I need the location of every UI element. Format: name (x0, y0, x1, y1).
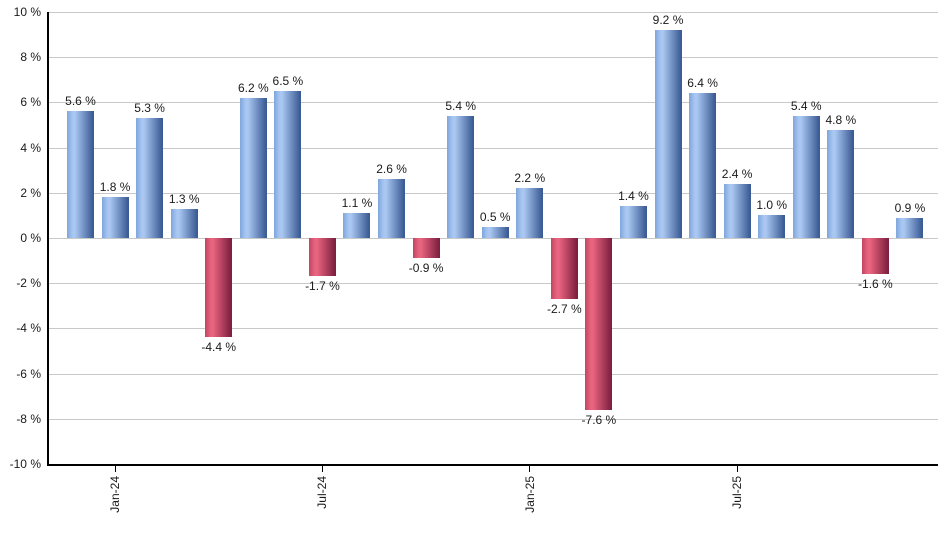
bar-value-label: 5.3 % (134, 101, 165, 116)
y-axis-tick-label: -10 % (9, 457, 41, 471)
bar-value-label: 2.4 % (721, 166, 753, 181)
bar-positive (447, 115, 475, 238)
y-axis-tick-label: 2 % (20, 185, 41, 200)
gridline (49, 57, 938, 59)
y-axis-tick-label: -2 % (16, 276, 41, 291)
bar-positive (170, 208, 198, 238)
bar-positive (343, 213, 371, 238)
bar-positive (378, 179, 406, 238)
y-axis-tick-label: 8 % (20, 50, 41, 65)
x-axis-tick-label: Jan-25 (522, 476, 537, 513)
bar-value-label: 5.6 % (65, 94, 96, 109)
bar-positive (689, 93, 717, 238)
gridline (49, 147, 938, 149)
y-axis-line (47, 12, 49, 466)
y-axis-tick-label: -8 % (16, 411, 41, 426)
bar-negative (412, 238, 440, 259)
bar-value-label: -7.6 % (581, 412, 617, 427)
x-axis-tick (736, 466, 738, 472)
bar-value-label: 0.9 % (894, 200, 926, 215)
bar-value-label: 2.6 % (376, 162, 407, 177)
x-axis-tick-label: Jul-24 (315, 476, 330, 509)
bar-positive (136, 118, 164, 238)
bar-positive (101, 197, 129, 238)
gridline (49, 238, 938, 239)
bar-value-label: 9.2 % (652, 13, 684, 28)
y-axis-tick-label: -4 % (16, 321, 41, 336)
bar-positive (239, 97, 267, 238)
bar-positive (67, 111, 94, 238)
y-axis-tick-label: 10 % (13, 5, 41, 19)
bar-value-label: -1.6 % (858, 277, 893, 292)
gridline (49, 283, 938, 285)
bar-value-label: -0.9 % (408, 261, 444, 276)
gridline (49, 418, 938, 420)
bar-negative (861, 238, 889, 275)
bar-value-label: -2.7 % (546, 302, 582, 317)
bar-positive (481, 226, 509, 238)
gridline (49, 328, 938, 330)
bar-positive (274, 91, 302, 238)
bar-value-label: 2.2 % (514, 171, 546, 186)
bar-negative (550, 238, 578, 300)
gridline (49, 192, 938, 194)
bar-positive (896, 217, 924, 238)
bar-value-label: 4.8 % (825, 112, 857, 127)
plot-area (49, 12, 938, 464)
x-axis-tick (114, 466, 116, 472)
x-axis-line (49, 464, 938, 466)
bar-positive (792, 115, 820, 238)
bar-value-label: 0.5 % (479, 209, 511, 224)
y-axis-tick-label: 0 % (20, 231, 41, 245)
bar-positive (827, 129, 855, 238)
bar-value-label: 1.0 % (756, 198, 788, 213)
bar-positive (758, 215, 786, 238)
bar-value-label: 5.4 % (445, 98, 476, 113)
bar-positive (516, 188, 544, 238)
bar-value-label: -1.7 % (305, 279, 340, 294)
bar-negative (585, 238, 613, 410)
bar-value-label: 6.5 % (272, 74, 304, 89)
x-axis-tick-label: Jan-24 (108, 476, 123, 513)
bar-value-label: 6.2 % (237, 80, 269, 95)
bar-value-label: 1.3 % (168, 191, 200, 206)
y-axis-tick-label: -6 % (16, 366, 41, 381)
y-axis-tick-label: 6 % (20, 95, 41, 110)
gridline (49, 12, 938, 13)
bar-value-label: 1.1 % (341, 196, 373, 211)
bar-positive (619, 206, 647, 238)
x-axis-tick (321, 466, 323, 472)
x-axis-tick (529, 466, 531, 472)
y-axis-tick-label: 4 % (20, 140, 41, 155)
gridline (49, 373, 938, 375)
bar-value-label: 1.8 % (99, 180, 131, 195)
bar-negative (205, 238, 233, 338)
bar-value-label: 1.4 % (618, 189, 649, 204)
gridline (49, 102, 938, 104)
bar-value-label: 6.4 % (687, 76, 718, 91)
bar-value-label: 5.4 % (790, 98, 822, 113)
x-axis-tick-label: Jul-25 (730, 476, 745, 509)
bar-positive (654, 30, 682, 238)
bar-positive (723, 183, 751, 238)
bar-value-label: -4.4 % (201, 340, 237, 355)
bar-negative (308, 238, 336, 277)
